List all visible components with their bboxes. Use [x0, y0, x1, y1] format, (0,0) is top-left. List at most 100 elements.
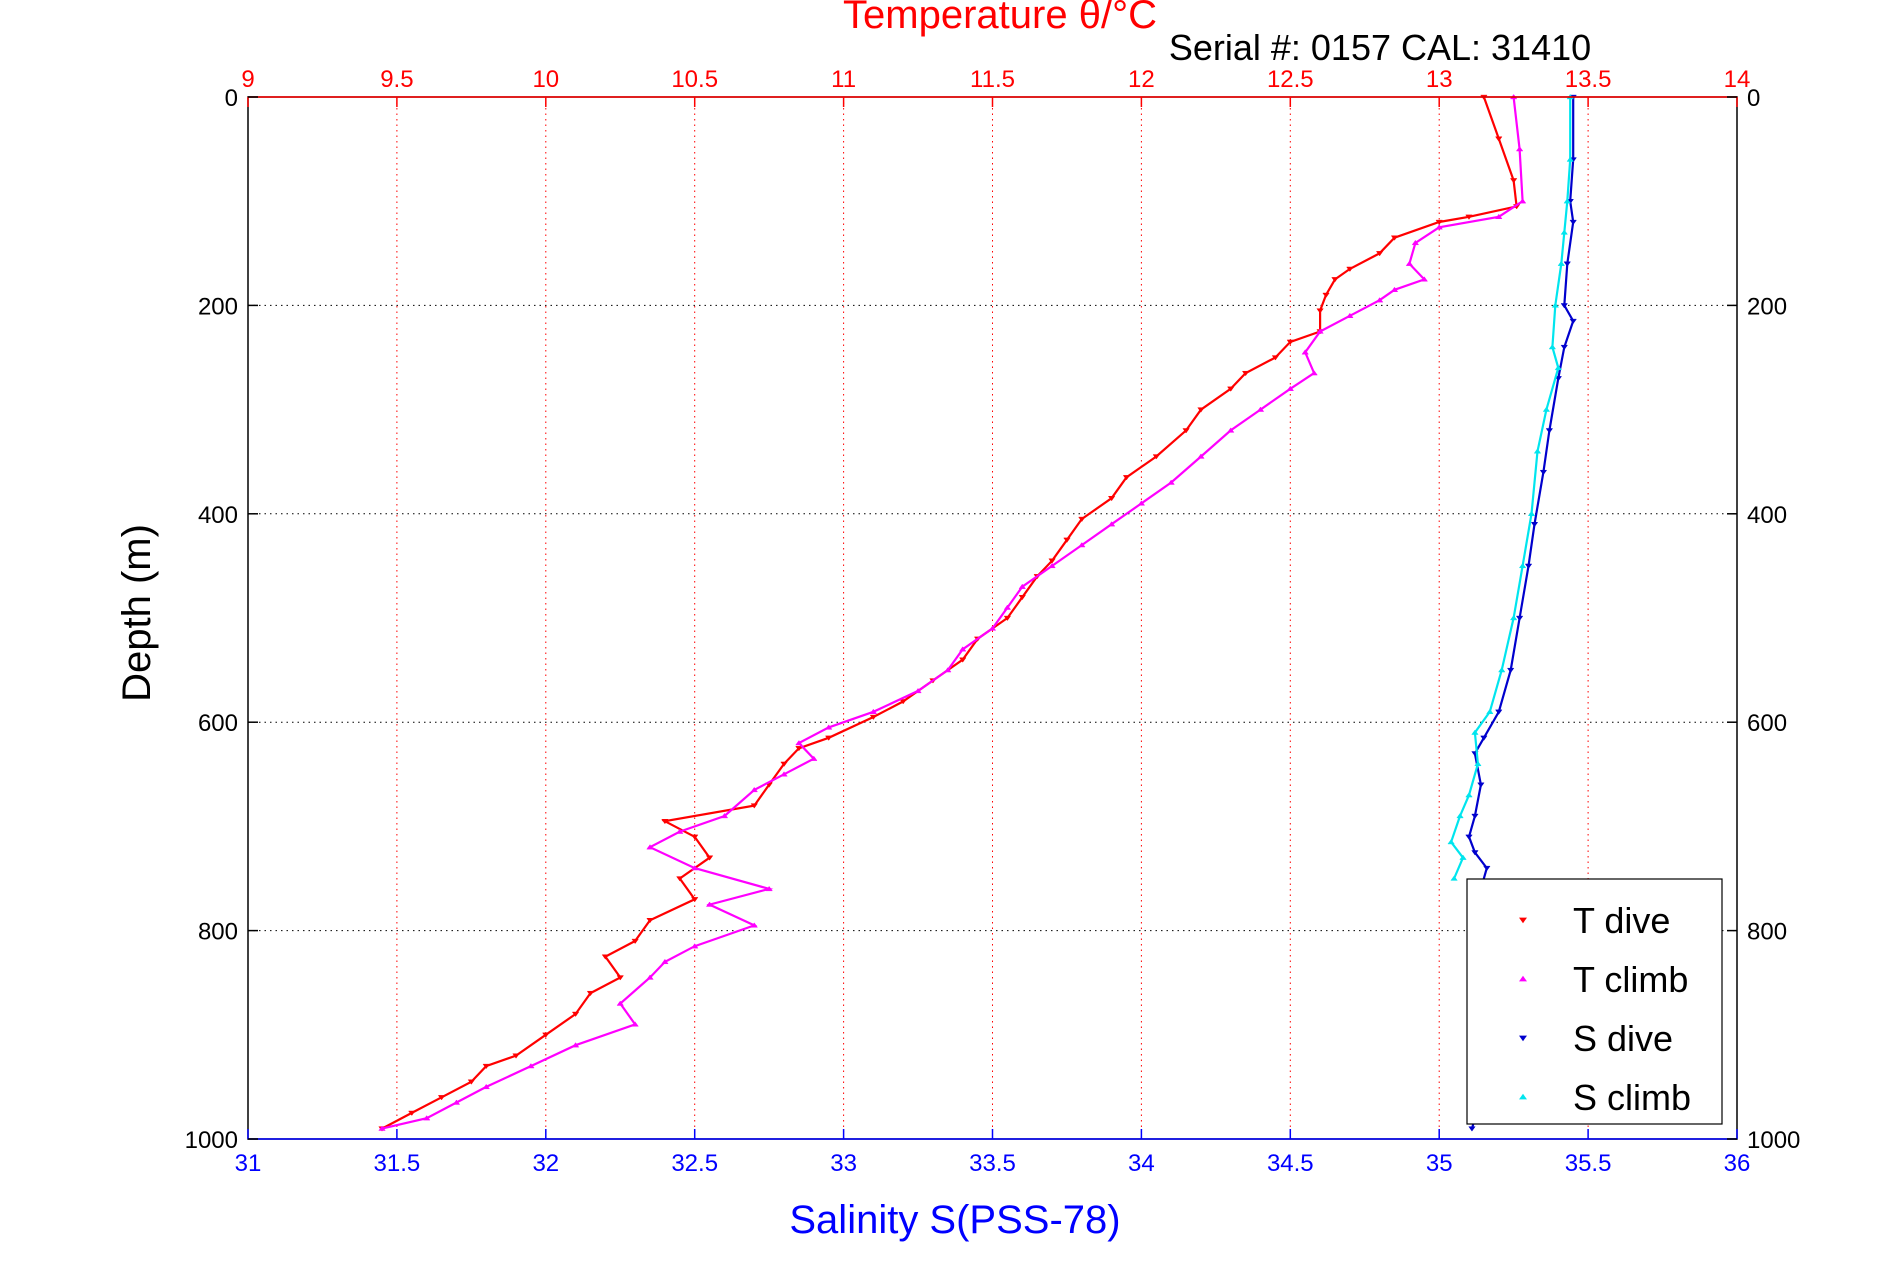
data-point: [1483, 865, 1491, 872]
data-point: [676, 828, 684, 834]
temperature-tick-label: 12.5: [1267, 66, 1314, 93]
temperature-tick-label: 9.5: [380, 66, 413, 93]
data-point: [1518, 562, 1527, 569]
data-point: [1459, 854, 1467, 860]
temperature-tick-label: 12: [1128, 66, 1155, 93]
legend: T dive T climb S dive S climb: [1466, 878, 1723, 1125]
data-point: [869, 708, 878, 714]
data-point: [1506, 667, 1515, 674]
data-point: [1322, 292, 1330, 298]
data-point: [705, 855, 714, 861]
data-point: [1375, 251, 1384, 257]
data-point: [1197, 407, 1205, 413]
data-point: [1465, 214, 1473, 220]
data-point: [1518, 198, 1527, 204]
data-point: [1474, 760, 1482, 767]
data-point: [1271, 355, 1280, 361]
data-point: [1548, 344, 1557, 350]
data-point: [1390, 286, 1399, 292]
data-point: [1122, 475, 1131, 481]
data-point: [1465, 834, 1473, 840]
data-point: [810, 755, 818, 761]
data-point: [1495, 136, 1503, 142]
data-point: [661, 958, 669, 965]
data-point: [1563, 261, 1571, 267]
data-point: [795, 746, 803, 752]
data-point: [1286, 385, 1294, 391]
temperature-tick-label: 9: [241, 66, 254, 93]
data-point: [1560, 229, 1568, 235]
data-point: [795, 740, 803, 746]
data-point: [1545, 428, 1554, 434]
data-point: [1515, 615, 1524, 621]
series-t-climb: [378, 94, 1527, 1131]
chart-title: Temperature θ/°C: [843, 0, 1157, 37]
data-point: [720, 812, 729, 819]
data-point: [378, 1125, 386, 1131]
data-point: [1003, 615, 1012, 621]
data-point: [914, 687, 922, 694]
data-point: [1227, 386, 1235, 392]
depth-tick-label-right: 600: [1747, 710, 1787, 737]
data-point: [542, 1032, 550, 1038]
data-point: [765, 885, 773, 892]
data-point: [1152, 454, 1160, 460]
salinity-tick-label: 35: [1426, 1150, 1453, 1177]
data-point: [1477, 782, 1485, 788]
legend-marker: [1519, 1093, 1527, 1100]
data-point: [408, 1110, 416, 1116]
depth-tick-label-left: 0: [225, 85, 238, 112]
data-point: [1241, 370, 1250, 377]
data-point: [1569, 318, 1577, 325]
data-point: [1310, 370, 1318, 376]
data-point: [1530, 522, 1539, 528]
chart-subtitle: Serial #: 0157 CAL: 31410: [1169, 27, 1591, 68]
temperature-tick-label: 11: [831, 66, 856, 93]
data-point: [1524, 563, 1533, 569]
depth-tick-label-left: 400: [198, 502, 238, 529]
salinity-tick-label: 34: [1128, 1150, 1155, 1177]
depth-tick-label-left: 800: [198, 919, 238, 946]
data-point: [959, 646, 967, 652]
tick-layer: 9 9.5 10 10.5 11 11.5 12 12.5 13 13.5 14 31 31.5 32 32…: [185, 66, 1801, 1177]
data-point: [750, 803, 758, 809]
data-point: [1569, 219, 1577, 226]
data-point: [1515, 146, 1524, 152]
data-point: [1465, 792, 1473, 798]
legend-label: S climb: [1573, 1077, 1691, 1118]
data-point: [571, 1011, 580, 1017]
data-point: [1498, 667, 1506, 673]
data-point: [482, 1083, 490, 1090]
data-point: [631, 938, 639, 945]
data-point: [1495, 709, 1503, 715]
data-point: [1447, 839, 1455, 845]
data-point: [750, 922, 758, 928]
temperature-tick-label: 10.5: [671, 66, 718, 93]
data-point: [1557, 260, 1565, 266]
data-point: [1405, 260, 1414, 266]
data-point: [1450, 875, 1458, 881]
depth-tick-label-right: 400: [1747, 502, 1787, 529]
data-point: [1048, 562, 1056, 569]
legend-box: [1466, 878, 1723, 1125]
data-point: [825, 724, 833, 730]
data-point: [512, 1053, 520, 1059]
salinity-tick-label: 33.5: [969, 1150, 1016, 1177]
data-point: [1301, 349, 1309, 355]
data-point: [1486, 708, 1494, 714]
data-point: [1563, 198, 1571, 204]
data-point: [780, 761, 788, 767]
data-point: [661, 819, 669, 825]
data-point: [1078, 516, 1086, 523]
data-point: [1107, 496, 1116, 502]
data-point: [527, 1063, 535, 1069]
data-point: [825, 735, 833, 741]
data-point: [780, 771, 788, 777]
data-point: [1527, 510, 1536, 516]
temperature-tick-label: 13.5: [1565, 66, 1612, 93]
data-point: [750, 786, 758, 793]
data-point: [1286, 339, 1294, 345]
data-point: [1471, 813, 1479, 819]
data-point: [1542, 406, 1551, 412]
data-point: [676, 876, 684, 882]
